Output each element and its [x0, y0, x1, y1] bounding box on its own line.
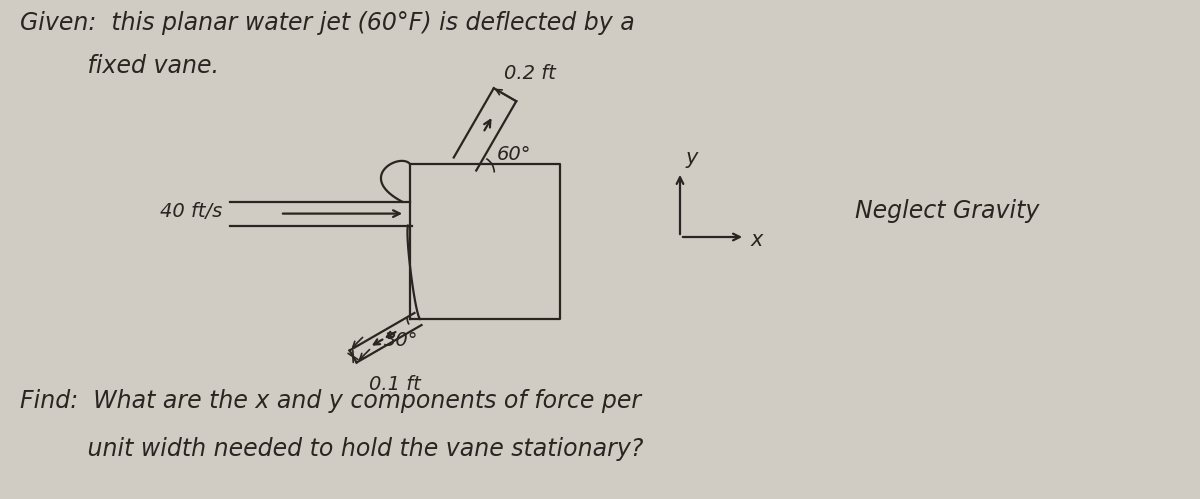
Text: Neglect Gravity: Neglect Gravity — [856, 199, 1039, 223]
Text: 40 ft/s: 40 ft/s — [160, 202, 222, 221]
Text: Find:  What are the x and y components of force per: Find: What are the x and y components of… — [20, 389, 641, 413]
Text: 0.1 ft: 0.1 ft — [368, 375, 420, 394]
Text: fixed vane.: fixed vane. — [20, 54, 220, 78]
Text: Given:  this planar water jet (60°F) is deflected by a: Given: this planar water jet (60°F) is d… — [20, 11, 635, 35]
Text: 0.2 ft: 0.2 ft — [504, 64, 556, 83]
Text: 30°: 30° — [384, 331, 419, 350]
Text: x: x — [751, 230, 763, 250]
Text: unit width needed to hold the vane stationary?: unit width needed to hold the vane stati… — [20, 437, 643, 461]
Text: y: y — [686, 148, 698, 168]
Text: 60°: 60° — [497, 146, 532, 165]
